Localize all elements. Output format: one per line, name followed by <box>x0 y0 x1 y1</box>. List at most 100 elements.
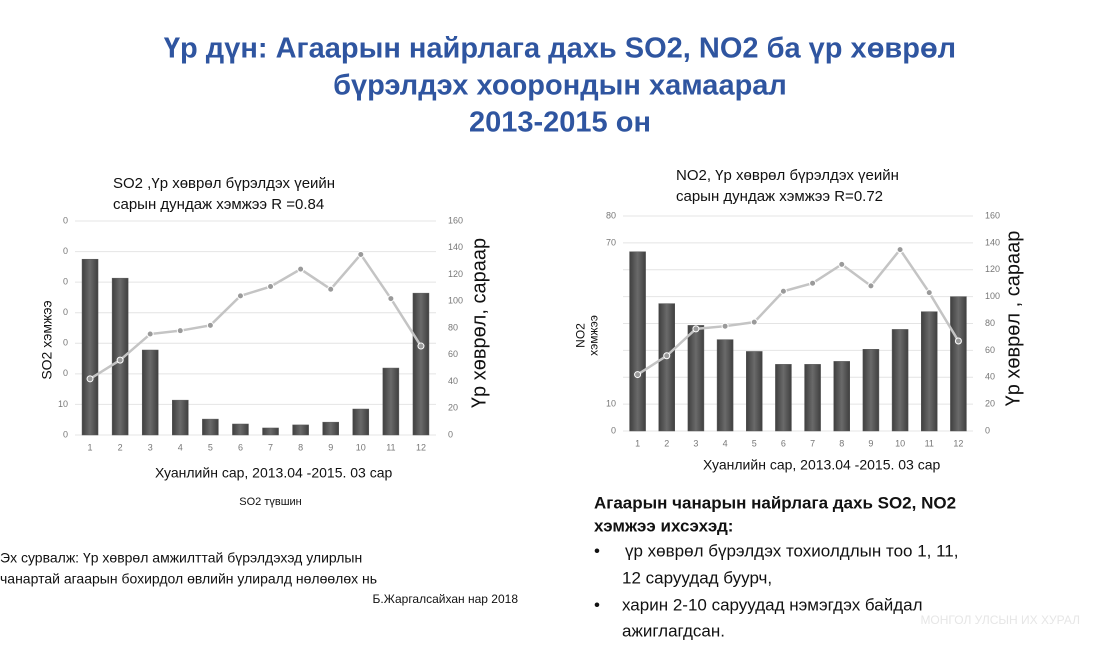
bar <box>352 408 370 436</box>
line-marker <box>925 289 933 297</box>
line <box>89 252 423 380</box>
y-tick-label: 10 <box>58 399 68 409</box>
x-tick-label: 8 <box>839 438 844 448</box>
x-tick-label: 4 <box>178 442 183 452</box>
x-tick-label: 5 <box>752 438 757 448</box>
bar <box>81 258 99 436</box>
y-axis-label: SO2 хэмжээ <box>39 300 55 379</box>
conclusion-heading: хэмжээ ихсэхэд: <box>594 516 733 535</box>
x-tick-label: 12 <box>953 438 963 448</box>
y2-tick-label: 60 <box>448 349 458 359</box>
y2-tick-label: 80 <box>448 322 458 332</box>
y2-tick-label: 0 <box>985 425 990 435</box>
bullet-text: 12 саруудад буурч, <box>622 568 772 587</box>
bar <box>322 421 339 436</box>
y2-tick-label: 60 <box>985 345 995 355</box>
y2-tick-label: 160 <box>985 210 1000 220</box>
bar <box>262 427 279 436</box>
bar <box>687 325 705 432</box>
slide-title: Үр дүн: Агаарын найрлага дахь SO2, NO2 б… <box>164 33 956 65</box>
bar <box>629 251 646 432</box>
y-tick-label: 0 <box>63 338 68 348</box>
chart-title: сарын дундаж хэмжээ R =0.84 <box>113 196 324 213</box>
x-tick-label: 5 <box>208 442 213 452</box>
chart: SO2 ,Үр хөврөл бүрэлдэх үеийн сарын дунда… <box>39 175 491 508</box>
bar <box>382 367 400 436</box>
bar <box>716 339 734 432</box>
line-marker <box>417 342 425 350</box>
x-tick-label: 10 <box>356 442 366 452</box>
bar <box>111 277 129 436</box>
slide-title: 2013-2015 он <box>469 107 651 139</box>
x-tick-label: 11 <box>386 442 395 452</box>
y2-tick-label: 140 <box>985 237 1000 247</box>
x-tick-label: 10 <box>895 438 905 448</box>
bar <box>950 296 967 432</box>
line-marker <box>896 246 904 254</box>
y2-tick-label: 100 <box>985 291 1000 301</box>
y-tick-label: 0 <box>611 425 616 435</box>
y-tick-label: 80 <box>606 210 616 220</box>
chart-title: сарын дундаж хэмжээ R=0.72 <box>676 188 883 205</box>
slide-title: бүрэлдэх хоорондын хамаарал <box>333 70 787 102</box>
bar <box>775 364 792 432</box>
x-tick-label: 1 <box>635 438 640 448</box>
bar <box>804 364 821 432</box>
x-axis-label: Хуанлийн сар, 2013.04 -2015. 03 сар <box>703 457 941 473</box>
y2-tick-label: 20 <box>985 399 995 409</box>
conclusion-heading: Агаарын чанарын найрлага дахь SO2, NO2 <box>594 493 956 512</box>
chart: NO2, Үр хөврөл бүрэлдэх үеийн сарын дунд… <box>574 167 1025 473</box>
y-tick-label: 0 <box>63 307 68 317</box>
source-author: Б.Жаргалсайхан нар 2018 <box>373 592 519 606</box>
y-tick-label: 70 <box>606 237 616 247</box>
y-tick-label: 10 <box>606 399 616 409</box>
y-tick-label: 0 <box>63 429 68 439</box>
x-tick-label: 9 <box>328 442 333 452</box>
x-tick-label: 4 <box>723 438 728 448</box>
bullet-mark: • <box>594 541 600 560</box>
y2-tick-label: 120 <box>985 264 1000 274</box>
line-marker <box>267 283 275 291</box>
bar <box>921 311 938 432</box>
y-tick-label: 0 <box>63 277 68 287</box>
chart-title: SO2 ,Үр хөврөл бүрэлдэх үеийн <box>113 175 335 192</box>
line-marker <box>387 295 395 303</box>
bar <box>172 399 189 436</box>
x-tick-label: 3 <box>693 438 698 448</box>
line-marker <box>809 279 817 287</box>
x-tick-label: 9 <box>868 438 873 448</box>
bullet-mark: • <box>594 595 600 614</box>
x-tick-label: 6 <box>238 442 243 452</box>
line-marker <box>721 322 729 330</box>
y2-tick-label: 20 <box>448 403 458 413</box>
x-tick-label: 2 <box>118 442 123 452</box>
y-tick-label: 0 <box>63 368 68 378</box>
line-marker <box>692 325 700 333</box>
bar <box>292 424 309 436</box>
bar <box>833 361 850 432</box>
line-marker <box>954 337 962 345</box>
bar <box>658 303 675 432</box>
x-tick-label: 3 <box>148 442 153 452</box>
line-marker <box>116 356 124 364</box>
bar <box>891 329 909 432</box>
line-marker <box>663 352 671 360</box>
watermark: МОНГОЛ УЛСЫН ИХ ХУРАЛ <box>920 613 1080 627</box>
line-marker <box>297 265 305 273</box>
line-marker <box>236 292 244 300</box>
y2-tick-label: 160 <box>448 215 463 225</box>
line-marker <box>357 250 365 258</box>
bar <box>202 418 219 436</box>
x-axis-label: Хуанлийн сар, 2013.04 -2015. 03 сар <box>155 465 393 481</box>
chart-caption: SO2 түвшин <box>239 496 302 508</box>
y2-axis-label: Үр хөврөл, сараар <box>468 238 490 408</box>
line-marker <box>779 287 787 295</box>
bullet-text: ажиглагдсан. <box>622 621 725 640</box>
bullet-text: харин 2-10 саруудад нэмэгдэх байдал <box>622 595 923 614</box>
bar <box>141 349 159 436</box>
line-marker <box>838 260 846 268</box>
y2-tick-label: 80 <box>985 318 995 328</box>
x-tick-label: 7 <box>268 442 273 452</box>
x-tick-label: 12 <box>416 442 426 452</box>
